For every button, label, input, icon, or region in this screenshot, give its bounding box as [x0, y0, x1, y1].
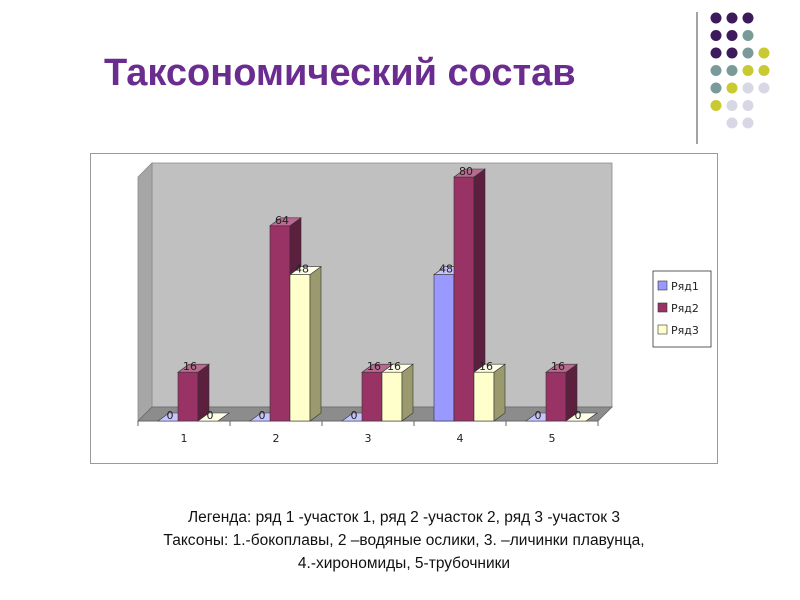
decor-dot: [710, 30, 722, 41]
decor-dot: [742, 65, 754, 76]
data-label: 0: [575, 409, 582, 422]
decor-dot: [742, 30, 754, 41]
page-title: Таксономический состав: [104, 52, 576, 94]
decor-dot: [710, 100, 722, 111]
decor-dot: [726, 82, 738, 94]
decor-dot: [726, 117, 738, 129]
decor-dot: [710, 47, 722, 59]
data-label: 48: [439, 263, 453, 276]
bar: [545, 371, 567, 422]
decorative-dot-pattern: [696, 12, 770, 144]
decor-dot: [742, 100, 754, 111]
data-label: 64: [275, 214, 289, 227]
decor-dot: [726, 12, 738, 24]
taxa-note-line-1: Таксоны: 1.-бокоплавы, 2 –водяные ослики…: [163, 532, 645, 549]
data-label: 48: [295, 263, 309, 276]
legend-note: Легенда: ряд 1 -участок 1, ряд 2 -участо…: [188, 509, 620, 526]
decor-dot: [758, 47, 770, 59]
bar: [433, 274, 455, 422]
bar-side-face: [401, 363, 414, 422]
bar: [381, 371, 403, 422]
data-label: 0: [207, 409, 214, 422]
x-tick-label: 4: [457, 432, 464, 445]
bar-top-face: [177, 363, 210, 373]
legend-label: Ряд3: [671, 324, 699, 337]
decor-dot: [742, 47, 754, 59]
legend-swatch: [657, 324, 668, 335]
bar: [269, 225, 291, 422]
decor-dot: [710, 65, 722, 76]
legend-label: Ряд1: [671, 280, 699, 293]
slide-notes: Легенда: ряд 1 -участок 1, ряд 2 -участо…: [90, 506, 718, 575]
legend-label: Ряд2: [671, 302, 699, 315]
bar: [453, 176, 475, 422]
decor-dot: [758, 65, 770, 76]
bar: [473, 371, 495, 422]
decor-dot: [758, 82, 770, 94]
x-tick-label: 3: [365, 432, 372, 445]
taxa-note-line-2: 4.-хирономиды, 5-трубочники: [297, 555, 511, 572]
bar: [361, 371, 383, 422]
bar-top-face: [289, 266, 322, 275]
data-label: 0: [535, 409, 542, 422]
decor-dot: [742, 12, 754, 24]
x-tick-label: 2: [273, 432, 280, 445]
x-tick-label: 1: [181, 432, 188, 445]
bar-top-face: [381, 363, 414, 373]
legend-swatch: [657, 280, 668, 291]
decor-dot: [726, 30, 738, 41]
data-label: 0: [167, 409, 174, 422]
x-tick-label: 5: [549, 432, 556, 445]
decor-dot: [726, 65, 738, 76]
data-label: 16: [183, 360, 197, 373]
decor-dot: [726, 100, 738, 111]
bar: [289, 274, 311, 422]
decor-dot: [710, 82, 722, 94]
bar-top-face: [545, 363, 578, 373]
decor-dot: [726, 47, 738, 59]
data-label: 16: [387, 360, 401, 373]
data-label: 80: [459, 165, 473, 178]
data-label: 0: [259, 409, 266, 422]
data-label: 16: [367, 360, 381, 373]
data-label: 16: [551, 360, 565, 373]
decor-dot: [710, 12, 722, 24]
decor-dot: [742, 82, 754, 94]
decor-dot: [742, 117, 754, 129]
bar-top-face: [453, 168, 486, 178]
legend-swatch: [657, 302, 668, 313]
bar-side-face: [309, 266, 322, 422]
data-label: 0: [351, 409, 358, 422]
data-label: 16: [479, 360, 493, 373]
bar-top-face: [197, 412, 230, 422]
bar-top-face: [473, 363, 506, 373]
bar-side-face: [493, 363, 506, 422]
bar-top-face: [565, 412, 598, 422]
chart-side-wall: [137, 162, 153, 422]
bar: [177, 371, 199, 422]
bar-top-face: [269, 217, 302, 227]
